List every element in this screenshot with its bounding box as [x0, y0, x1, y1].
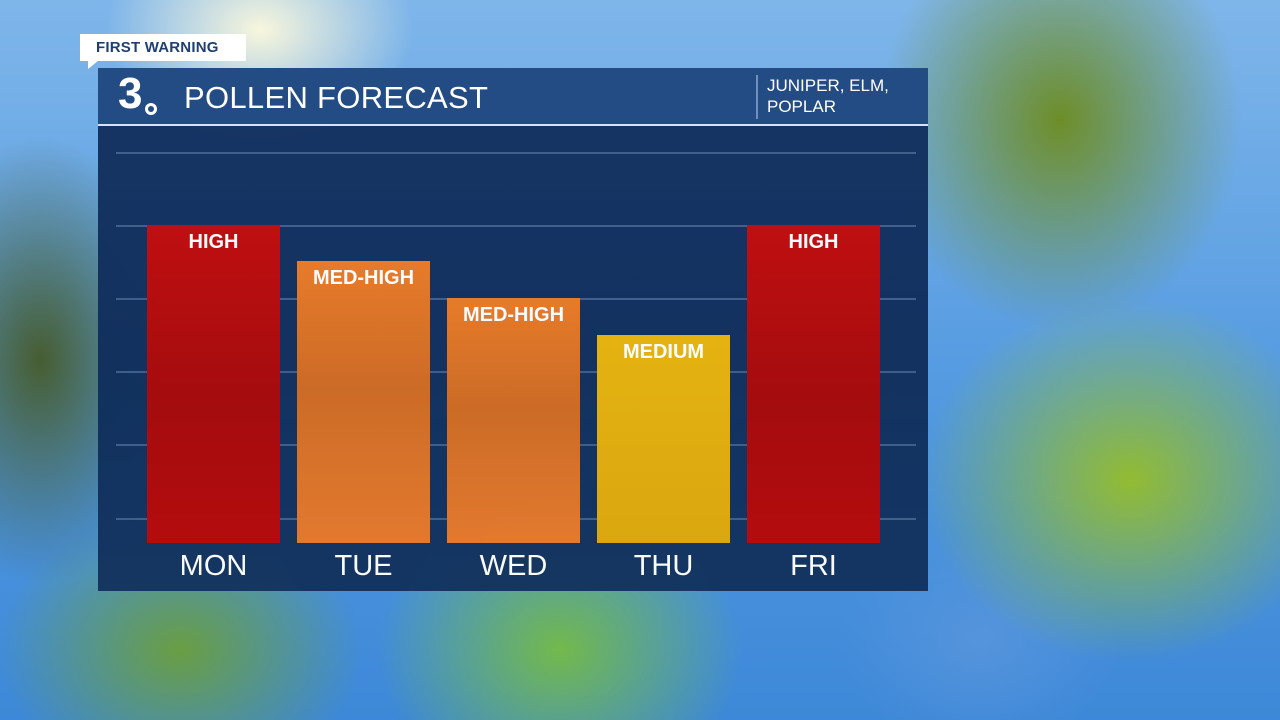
- allergen-line-2: POPLAR: [767, 97, 836, 116]
- allergen-line-1: JUNIPER, ELM,: [767, 76, 889, 95]
- day-label-fri: FRI: [790, 550, 837, 582]
- gridline: [116, 152, 916, 154]
- bar-value-label: MED-HIGH: [312, 267, 415, 289]
- page-title: POLLEN FORECAST: [184, 80, 489, 115]
- bar-value-label: MED-HIGH: [462, 304, 565, 326]
- cbs-eye-icon: [143, 101, 159, 117]
- first-warning-badge: FIRST WARNING: [80, 34, 246, 69]
- day-label-wed: WED: [479, 550, 548, 582]
- gridline: [116, 225, 916, 227]
- station-logo: 3: [118, 70, 162, 118]
- day-label-mon: MON: [179, 550, 248, 582]
- bar-value-label: HIGH: [788, 231, 839, 253]
- day-label-thu: THU: [633, 550, 694, 582]
- bar-thu: MEDIUM: [597, 335, 730, 543]
- bar-value-label: HIGH: [188, 231, 239, 253]
- first-warning-label: FIRST WARNING: [96, 39, 219, 56]
- bar-tue: MED-HIGH: [297, 261, 430, 543]
- bar-value-label: MEDIUM: [622, 341, 705, 363]
- day-label-tue: TUE: [334, 550, 393, 582]
- bar-wed: MED-HIGH: [447, 298, 580, 543]
- pollen-forecast-panel: 3 POLLEN FORECAST JUNIPER, ELM, POPLAR H…: [98, 68, 928, 591]
- panel-header: 3 POLLEN FORECAST JUNIPER, ELM, POPLAR: [98, 68, 928, 126]
- channel-number: 3: [118, 69, 143, 118]
- bar-fri: HIGH: [747, 225, 880, 543]
- bar-mon: HIGH: [147, 225, 280, 543]
- allergen-list: JUNIPER, ELM, POPLAR: [756, 75, 917, 119]
- bar-chart: HIGH MED-HIGH MED-HIGH MEDIUM HIGH MON T…: [98, 126, 928, 591]
